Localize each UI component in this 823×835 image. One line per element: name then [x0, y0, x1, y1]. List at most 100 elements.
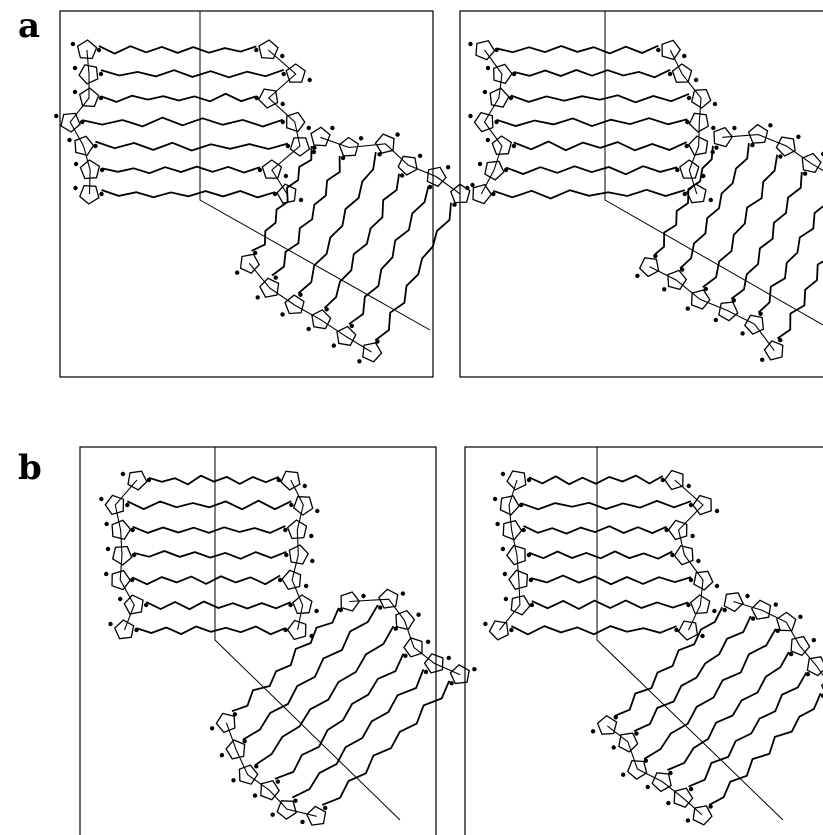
- sugar-ring: [489, 87, 510, 108]
- sugar-ring: [336, 325, 357, 347]
- atom: [393, 626, 398, 631]
- sugar-ring: [276, 183, 297, 204]
- backbone: [114, 479, 138, 631]
- sugar-ring: [104, 494, 125, 516]
- sugar-ring: [286, 619, 307, 641]
- atom: [108, 621, 113, 627]
- atom: [120, 471, 126, 477]
- atom: [674, 627, 679, 633]
- atom: [73, 185, 78, 191]
- base-pair: [131, 574, 281, 586]
- backbone: [320, 136, 461, 195]
- atom: [470, 182, 475, 188]
- atom: [722, 607, 727, 613]
- atom: [446, 655, 451, 661]
- base-pair: [133, 550, 287, 560]
- atom: [511, 71, 517, 77]
- backbone: [480, 49, 503, 195]
- atom: [668, 770, 673, 776]
- sugar-ring: [693, 570, 714, 591]
- base-pair: [98, 45, 257, 55]
- base-pair: [776, 260, 823, 340]
- sugar-ring: [744, 314, 765, 335]
- sugar-ring: [688, 112, 710, 133]
- sugar-ring: [338, 136, 360, 157]
- atom: [660, 477, 665, 483]
- atom: [323, 805, 328, 811]
- base-pair: [323, 173, 400, 309]
- base-pair: [101, 165, 261, 175]
- base-pair: [251, 146, 313, 252]
- atom: [400, 591, 406, 596]
- base-pair: [614, 606, 724, 717]
- atom: [703, 286, 708, 292]
- base-pair: [95, 140, 289, 152]
- atom: [666, 800, 671, 806]
- atom: [254, 95, 259, 101]
- atom: [778, 337, 783, 343]
- sugar-ring: [450, 183, 471, 204]
- base-pair: [348, 185, 430, 325]
- atom: [714, 508, 720, 514]
- sugar-ring: [111, 545, 133, 566]
- atom: [361, 593, 366, 599]
- backbone: [649, 266, 775, 351]
- atom: [302, 483, 307, 489]
- sugar-ring: [499, 495, 520, 516]
- sugar-ring: [426, 166, 447, 188]
- atom: [500, 471, 506, 477]
- atom: [521, 527, 526, 533]
- base-pair: [496, 44, 659, 55]
- atom: [680, 267, 685, 272]
- atom: [508, 95, 514, 101]
- sugar-ring: [763, 340, 784, 361]
- base-pair: [667, 651, 790, 771]
- sugar-ring: [111, 519, 132, 541]
- atom: [99, 496, 104, 502]
- atom: [253, 250, 258, 256]
- atom: [511, 143, 517, 149]
- sugar-ring: [690, 289, 711, 310]
- atom: [495, 521, 500, 527]
- atom: [283, 527, 288, 533]
- atom: [272, 191, 278, 197]
- sugar-ring: [473, 111, 494, 133]
- atom: [257, 167, 263, 173]
- sugar-ring: [111, 569, 132, 591]
- sugar-ring: [596, 714, 618, 735]
- atom: [252, 793, 258, 798]
- atom: [714, 583, 720, 589]
- atom: [303, 583, 309, 589]
- atom: [288, 602, 293, 608]
- sugar-ring: [79, 159, 101, 180]
- sugar-ring: [286, 111, 306, 133]
- sugar-ring: [215, 712, 236, 734]
- atom: [417, 153, 423, 158]
- sugar-ring: [692, 494, 712, 516]
- atom: [682, 53, 687, 59]
- atom: [485, 137, 491, 143]
- atom: [700, 633, 705, 639]
- sugar-ring: [663, 469, 684, 491]
- atom: [482, 89, 488, 95]
- backbone: [290, 479, 304, 631]
- base-pair: [493, 188, 686, 200]
- atom: [713, 317, 718, 323]
- atom: [798, 614, 803, 619]
- atom: [483, 621, 488, 627]
- atom: [72, 89, 78, 95]
- atom: [731, 298, 736, 303]
- atom: [468, 41, 473, 47]
- base-pair: [82, 116, 284, 128]
- helix-axis: [604, 11, 823, 326]
- panel-label: b: [18, 448, 42, 488]
- atom: [820, 693, 823, 698]
- atom: [280, 119, 285, 125]
- atom: [773, 602, 778, 607]
- atom: [686, 483, 691, 489]
- sugar-ring: [618, 732, 639, 753]
- atom: [645, 784, 650, 790]
- atom: [465, 185, 470, 191]
- atom: [144, 602, 149, 608]
- atom: [468, 113, 473, 119]
